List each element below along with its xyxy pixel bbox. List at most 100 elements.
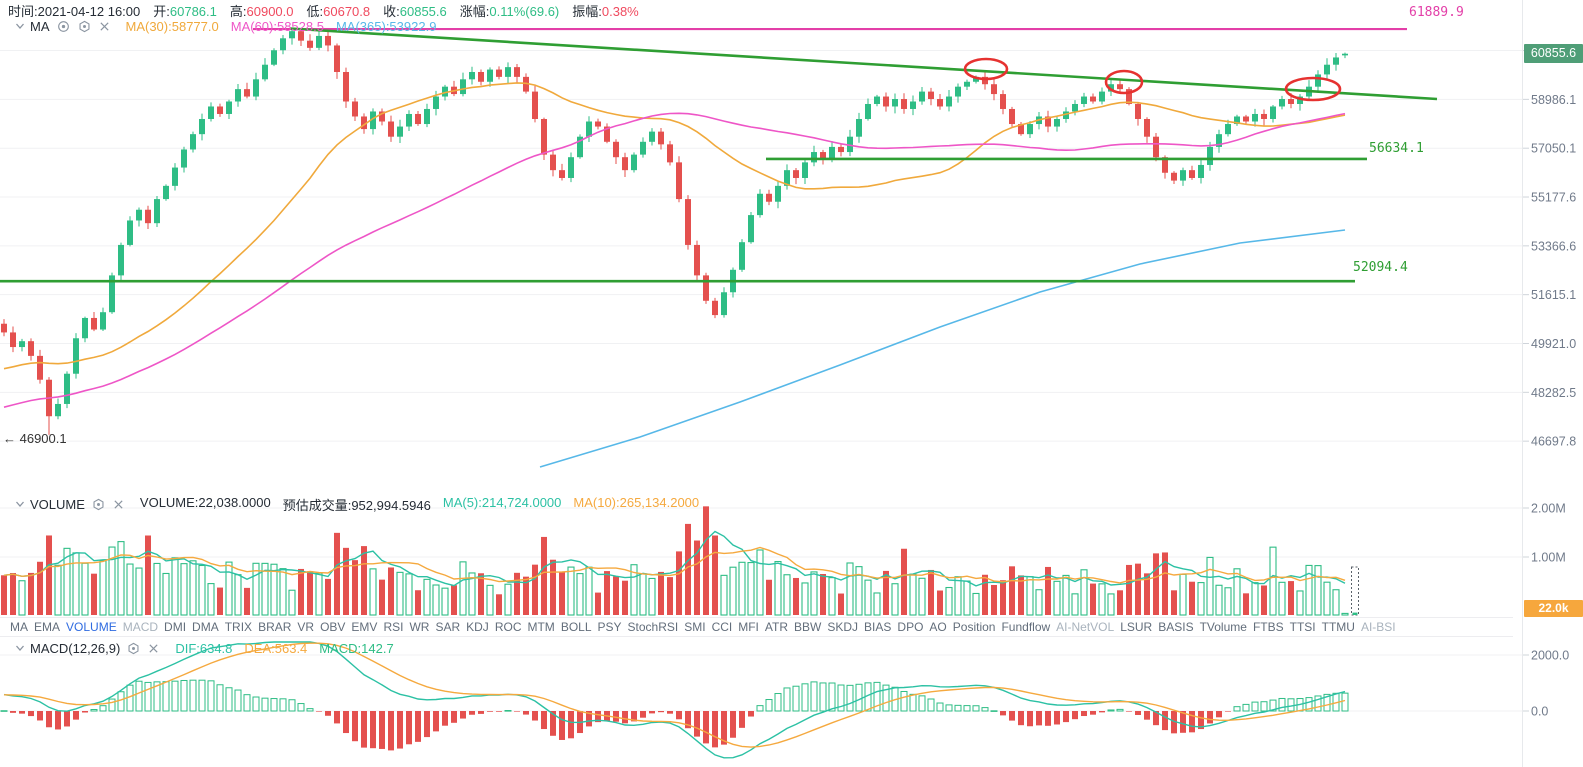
macd-pane-title: MACD(12,26,9) [30,640,121,656]
svg-text:46697.8: 46697.8 [1531,435,1576,449]
svg-text:2000.0: 2000.0 [1531,649,1569,663]
tab-basis[interactable]: BASIS [1158,620,1194,634]
ohlc-open: 开:60786.1 [153,4,217,19]
tab-obv[interactable]: OBV [320,620,346,634]
ma-lines-layer [3,82,1346,468]
current-price-badge: 60855.6 [1524,44,1583,63]
tab-trix[interactable]: TRIX [224,620,253,634]
tab-bias[interactable]: BIAS [864,620,892,634]
svg-text:49921.0: 49921.0 [1531,337,1576,351]
tab-stochrsi[interactable]: StochRSI [627,620,679,634]
indicator-value: MACD:142.7 [319,640,394,656]
tab-macd[interactable]: MACD [122,620,159,634]
ohlc-values: 开:60786.1 高:60900.0 低:60670.8 收:60855.6 涨幅:0… [153,1,651,20]
tab-vr[interactable]: VR [297,620,315,634]
svg-text:2.00M: 2.00M [1531,502,1566,516]
indicator-value: 预估成交量:952,994.5946 [282,497,431,513]
tab-mtm[interactable]: MTM [527,620,555,634]
settings-icon[interactable] [78,20,91,33]
tab-kdj[interactable]: KDJ [466,620,489,634]
volume-pane-title: VOLUME [30,496,85,512]
settings-icon[interactable] [127,642,140,655]
ma-pane-title: MA [30,18,50,34]
chevron-down-icon[interactable] [14,20,26,32]
chevron-down-icon[interactable] [14,642,26,654]
tab-mfi[interactable]: MFI [738,620,759,634]
indicator-tabs: MA EMA VOLUME MACD DMI DMA TRIX BRAR VR OBV EMV RSI… [0,617,1513,637]
candles-layer [1,29,1348,435]
ma-values: MA(30):58777.0 MA(60):58528.5 MA(365):5392… [114,19,437,34]
svg-text:57050.1: 57050.1 [1531,142,1576,156]
svg-text:52094.4: 52094.4 [1353,260,1408,275]
svg-text:0.0: 0.0 [1531,705,1548,719]
annotations-layer: 61889.9 56634.1 52094.4 ← 46900.1 [0,5,1464,446]
tab-ftbs[interactable]: FTBS [1252,620,1284,634]
close-icon[interactable] [99,21,110,32]
tab-brar[interactable]: BRAR [258,620,292,634]
current-volume-badge: 22.0k [1524,600,1583,617]
tab-dpo[interactable]: DPO [897,620,924,634]
svg-text:51615.1: 51615.1 [1531,288,1576,302]
tab-dma[interactable]: DMA [192,620,219,634]
tab-sar[interactable]: SAR [435,620,461,634]
volume-values: VOLUME:22,038.0000 预估成交量:952,994.5946 MA(5… [128,495,699,514]
tab-ttmu[interactable]: TTMU [1321,620,1355,634]
axis-labels-layer: 58986.1 57050.1 55177.6 53366.6 51615.1 49921… [1523,50,1576,719]
tab-cci[interactable]: CCI [711,620,733,634]
tab-tvolume[interactable]: TVolume [1199,620,1247,634]
indicator-value: DIF:634.8 [175,640,233,656]
svg-text:58986.1: 58986.1 [1531,93,1576,107]
svg-text:48282.5: 48282.5 [1531,386,1576,400]
macd-indicator-header: MACD(12,26,9) DIF:634.8 DEA:563.4 MACD:142… [10,639,394,657]
indicator-value: MA(365):53922.9 [335,18,437,34]
settings-icon[interactable] [92,498,105,511]
tab-ma[interactable]: MA [10,620,28,634]
tab-lsur[interactable]: LSUR [1120,620,1153,634]
tab-ema[interactable]: EMA [34,620,61,634]
ohlc-close: 收:60855.6 [383,4,447,19]
tab-ai-bsi[interactable]: AI-BSI [1360,620,1396,634]
tab-rsi[interactable]: RSI [383,620,404,634]
tab-ttsi[interactable]: TTSI [1289,620,1316,634]
ohlc-time: 时间:2021-04-12 16:00 [8,4,141,19]
ohlc-low: 低:60670.8 [306,4,371,19]
indicator-value: MA(60):58528.5 [230,18,324,34]
ohlc-change: 涨幅:0.11%(69.6) [459,4,560,19]
svg-text:55177.6: 55177.6 [1531,191,1576,205]
close-icon[interactable] [148,643,159,654]
indicator-value: DEA:563.4 [244,640,308,656]
svg-text:← 46900.1: ← 46900.1 [3,431,67,446]
tab-smi[interactable]: SMI [684,620,706,634]
tab-wr[interactable]: WR [409,620,430,634]
svg-text:61889.9: 61889.9 [1409,5,1464,20]
tab-position[interactable]: Position [952,620,996,634]
tab-ao[interactable]: AO [929,620,947,634]
ma-indicator-header: MA MA(30):58777.0 MA(60):58528.5 MA(365):5… [10,17,436,35]
tab-roc[interactable]: ROC [494,620,522,634]
tab-skdj[interactable]: SKDJ [827,620,859,634]
tab-boll[interactable]: BOLL [560,620,592,634]
tab-ai-netvol[interactable]: AI-NetVOL [1056,620,1115,634]
indicator-value: VOLUME:22,038.0000 [139,494,271,510]
chevron-down-icon[interactable] [14,498,26,510]
tab-volume[interactable]: VOLUME [66,620,117,634]
indicator-value: MA(30):58777.0 [125,18,219,34]
volume-indicator-header: VOLUME VOLUME:22,038.0000 预估成交量:952,994.5… [10,495,699,513]
tab-emv[interactable]: EMV [351,620,378,634]
volume-layer [1,506,1359,616]
macd-values: DIF:634.8 DEA:563.4 MACD:142.7 [163,641,393,656]
tab-bbw[interactable]: BBW [794,620,822,634]
ohlc-amplitude: 振幅:0.38% [572,4,639,19]
macd-layer [0,641,1349,759]
tab-dmi[interactable]: DMI [164,620,187,634]
close-icon[interactable] [113,499,124,510]
ohlc-high: 高:60900.0 [229,4,294,19]
tab-psy[interactable]: PSY [597,620,622,634]
tab-atr[interactable]: ATR [764,620,789,634]
eye-icon[interactable] [57,20,70,33]
tab-fundflow[interactable]: Fundflow [1001,620,1051,634]
indicator-value: MA(5):214,724.0000 [442,494,562,510]
svg-text:53366.6: 53366.6 [1531,239,1576,253]
